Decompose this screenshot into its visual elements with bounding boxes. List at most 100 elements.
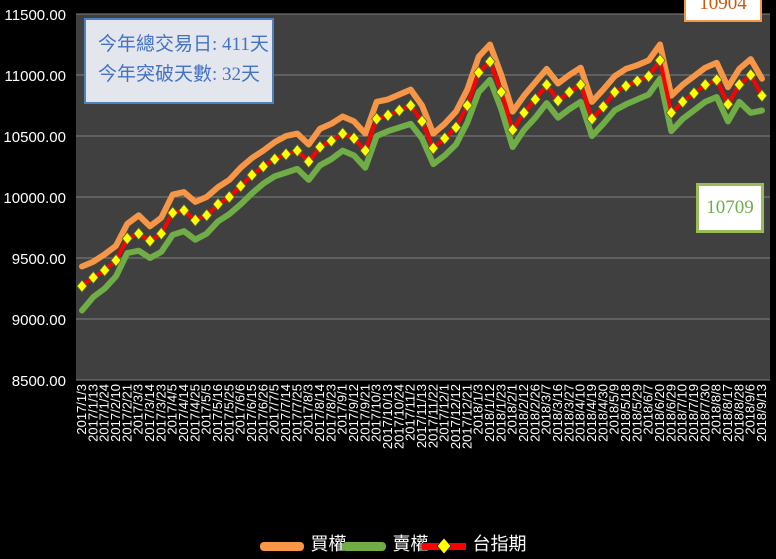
futures-point [563, 85, 575, 99]
futures-point [416, 114, 428, 129]
futures-point [745, 68, 757, 82]
x-tick-label: 2018/7/10 [675, 384, 690, 442]
x-tick-label: 2018/3/16 [550, 384, 565, 442]
futures-point [529, 92, 541, 107]
futures-point [439, 131, 451, 146]
legend-label-put: 賣權 [392, 534, 429, 554]
futures-point [303, 154, 315, 169]
futures-point [246, 168, 258, 182]
x-tick-label: 2018/6/29 [663, 384, 678, 442]
legend-swatch-put [342, 541, 386, 551]
futures-point [235, 179, 247, 193]
legend: 買權 賣權 台指期 [0, 530, 776, 558]
futures-point [597, 100, 609, 114]
futures-point [643, 69, 655, 83]
x-tick-label: 2017/6/26 [255, 384, 270, 442]
x-tick-label: 2017/7/14 [278, 384, 293, 442]
futures-point [552, 93, 564, 108]
x-tick-label: 2017/7/5 [267, 384, 282, 435]
x-tick-label: 2017/10/13 [380, 384, 395, 449]
x-tick-label: 2018/6/20 [652, 384, 667, 442]
legend-label-futures: 台指期 [472, 534, 527, 554]
x-tick-label: 2017/8/14 [312, 384, 327, 442]
futures-point [518, 106, 530, 120]
futures-point [654, 53, 666, 68]
x-tick-label: 2018/1/23 [493, 384, 508, 442]
futures-point [99, 263, 111, 277]
futures-point [722, 97, 734, 111]
legend-item-futures: 台指期 [420, 532, 527, 556]
futures-point [337, 126, 349, 141]
x-tick-label: 2017/11/2 [403, 384, 418, 441]
x-tick-label: 2018/5/9 [607, 384, 622, 435]
y-tick-label: 8500.00 [12, 373, 66, 390]
x-tick-label: 2018/3/7 [539, 384, 554, 435]
futures-point [733, 78, 745, 92]
x-axis-tick-labels: 2017/1/32017/1/132017/1/242017/2/102017/… [74, 384, 769, 449]
x-tick-label: 2018/2/12 [516, 384, 531, 442]
x-tick-label: 2017/1/3 [74, 384, 89, 435]
futures-point [382, 108, 394, 122]
x-tick-label: 2017/10/3 [369, 384, 384, 442]
futures-point [121, 231, 133, 246]
futures-point [178, 203, 190, 218]
futures-point [665, 106, 677, 120]
x-tick-label: 2017/12/21 [459, 384, 474, 449]
futures-point [677, 95, 689, 109]
futures-point [393, 103, 405, 118]
x-tick-label: 2017/8/3 [301, 384, 316, 435]
breakout-days-text: 今年突破天數: 32天 [98, 64, 261, 85]
y-tick-label: 11500.00 [5, 7, 66, 24]
x-tick-label: 2017/1/24 [97, 384, 112, 442]
futures-point [756, 89, 768, 103]
x-tick-label: 2017/4/5 [165, 384, 180, 435]
futures-point [314, 140, 326, 154]
x-tick-label: 2017/3/3 [131, 384, 146, 435]
futures-point [507, 123, 519, 137]
x-tick-label: 2018/3/27 [561, 384, 576, 442]
x-tick-label: 2017/7/25 [289, 384, 304, 442]
series-layer [76, 41, 768, 314]
futures-point [325, 134, 337, 148]
futures-point [699, 78, 711, 92]
futures-point [620, 79, 632, 93]
futures-point [144, 234, 156, 248]
x-tick-label: 2018/5/29 [629, 384, 644, 442]
futures-point [257, 159, 269, 174]
x-tick-label: 2017/11/13 [414, 384, 429, 448]
futures-point [495, 85, 507, 99]
futures-point [76, 279, 88, 293]
x-tick-label: 2018/6/7 [641, 384, 656, 435]
x-tick-label: 2018/1/12 [482, 384, 497, 442]
x-tick-label: 2017/5/16 [210, 384, 225, 442]
futures-point [110, 253, 122, 268]
x-tick-label: 2018/4/30 [595, 384, 610, 442]
x-tick-label: 2017/2/21 [119, 384, 134, 442]
futures-point [348, 131, 360, 146]
x-tick-label: 2017/8/23 [323, 384, 338, 442]
x-tick-label: 2018/9/6 [743, 384, 758, 435]
futures-point [450, 120, 462, 135]
futures-point [223, 190, 235, 204]
y-tick-label: 10000.00 [3, 190, 66, 207]
x-tick-label: 2017/6/15 [244, 384, 259, 442]
futures-point [189, 213, 201, 227]
x-tick-label: 2017/1/13 [85, 384, 100, 442]
futures-point [688, 86, 700, 100]
x-tick-label: 2017/11/22 [425, 384, 440, 448]
x-tick-label: 2018/4/19 [584, 384, 599, 442]
x-tick-label: 2017/3/14 [142, 384, 157, 442]
futures-point [212, 197, 224, 211]
futures-point [133, 226, 145, 241]
x-tick-label: 2018/4/10 [573, 384, 588, 442]
y-tick-label: 9500.00 [12, 251, 66, 268]
futures-point [461, 98, 473, 113]
legend-label-call: 買權 [310, 534, 347, 554]
y-tick-label: 9000.00 [12, 312, 66, 329]
legend-swatch-call [260, 541, 304, 551]
x-tick-label: 2018/1/3 [471, 384, 486, 435]
x-tick-label: 2017/12/1 [437, 384, 452, 442]
put-value-badge: 10709 [696, 183, 764, 233]
legend-item-put: 賣權 [340, 532, 429, 556]
